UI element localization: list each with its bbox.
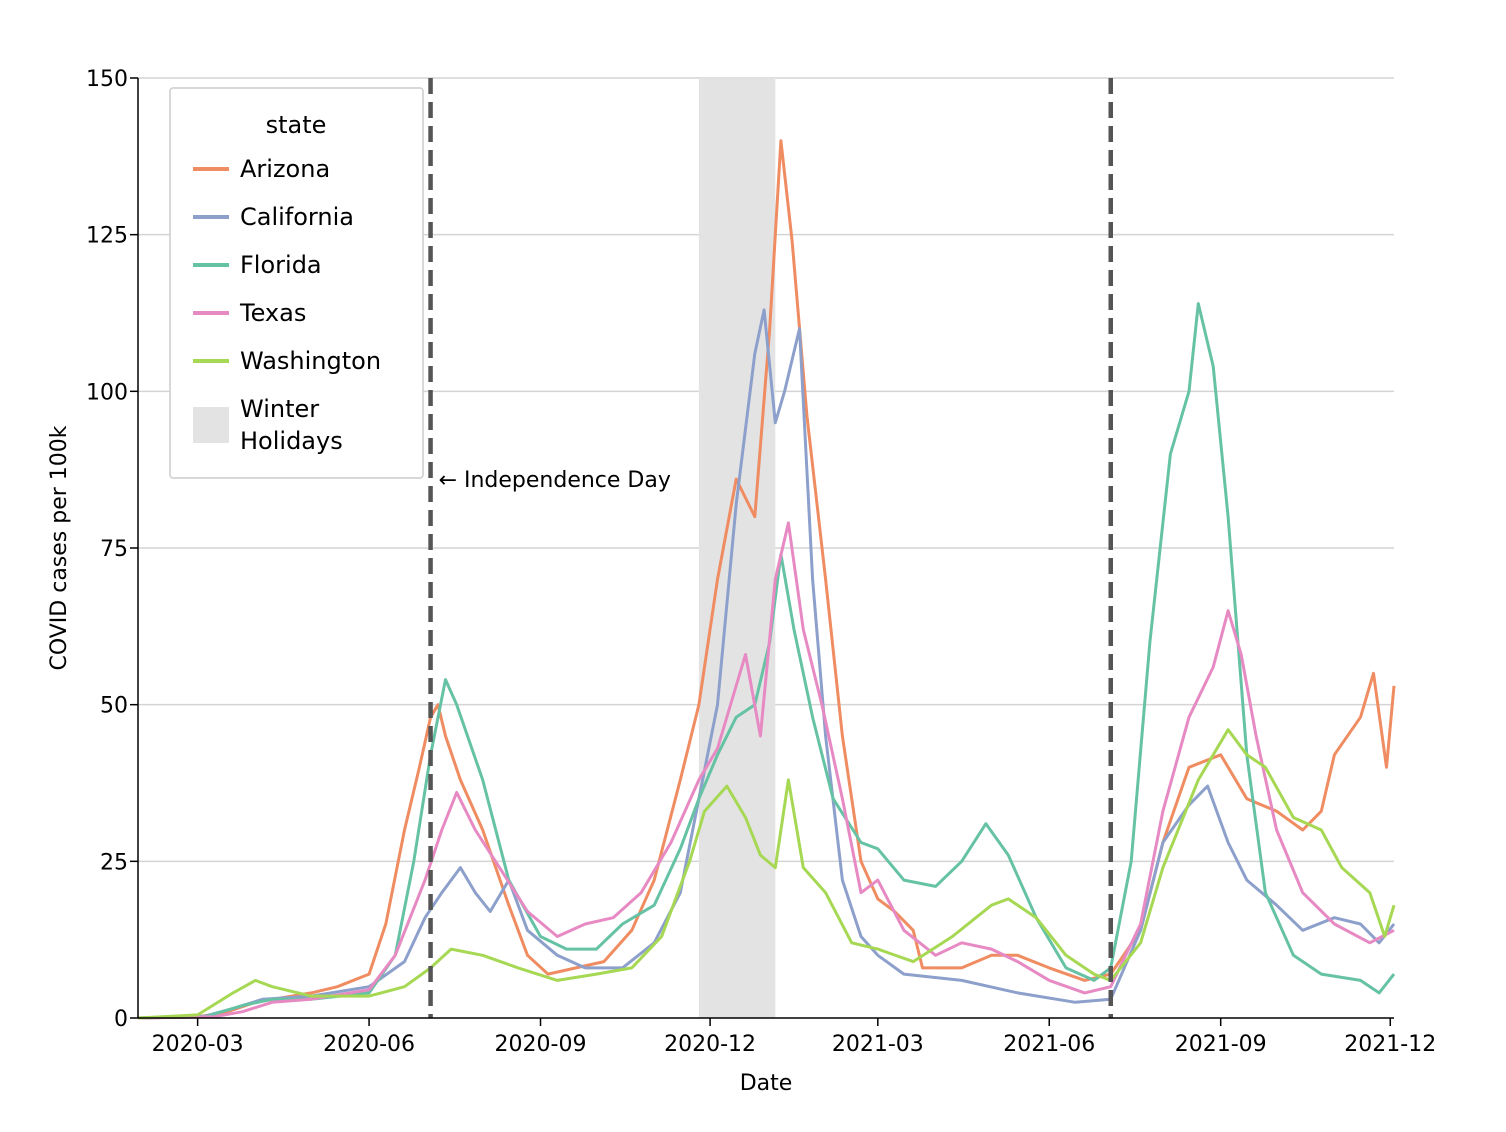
- series-line-texas: [137, 521, 1395, 1020]
- axes: 0 25 50 75 100 125 150 2020-03 2020-06 2020-09 202…: [86, 67, 1436, 1057]
- reference-lines: [428, 78, 1113, 1018]
- series-line-california: [137, 308, 1396, 1020]
- legend-label: Texas: [239, 299, 306, 327]
- legend-item-winter-holidays: Winter Holidays: [193, 395, 343, 455]
- x-tick-label: 2020-09: [495, 1032, 587, 1057]
- y-tick-label: 25: [100, 850, 128, 875]
- legend-label: Florida: [240, 251, 322, 279]
- x-tick-label: 2021-06: [1003, 1032, 1095, 1057]
- x-tick-label: 2021-12: [1344, 1032, 1436, 1057]
- legend-label: Washington: [240, 347, 381, 375]
- y-tick-label: 75: [100, 537, 128, 562]
- legend-label: Holidays: [240, 427, 343, 455]
- x-tick-label: 2020-06: [323, 1032, 415, 1057]
- series-line-florida: [137, 302, 1396, 1020]
- legend-box: [169, 87, 424, 479]
- series-lines: [137, 139, 1396, 1020]
- x-tick-label: 2021-09: [1175, 1032, 1267, 1057]
- legend: state Arizona California Florida Texas Washi…: [169, 87, 424, 479]
- legend-item-texas: Texas: [193, 299, 306, 327]
- legend-label: Arizona: [240, 155, 330, 183]
- independence-day-annotation: ← Independence Day: [439, 468, 671, 493]
- legend-label: Winter: [240, 395, 319, 423]
- y-tick-label: 0: [114, 1007, 128, 1032]
- y-tick-label: 50: [100, 694, 128, 719]
- legend-item-california: California: [193, 203, 354, 231]
- x-axis-title: Date: [740, 1071, 793, 1096]
- legend-item-washington: Washington: [193, 347, 381, 375]
- y-axis-title: COVID cases per 100k: [47, 425, 72, 670]
- series-line-arizona: [137, 139, 1396, 1020]
- x-tick-label: 2020-03: [152, 1032, 244, 1057]
- legend-items: Arizona California Florida Texas Washington W…: [193, 155, 381, 455]
- legend-item-florida: Florida: [193, 251, 322, 279]
- legend-label: California: [240, 203, 354, 231]
- series-line-washington: [137, 728, 1396, 1020]
- legend-title: state: [266, 111, 327, 139]
- x-tick-label: 2021-03: [832, 1032, 924, 1057]
- y-tick-label: 125: [86, 224, 128, 249]
- y-tick-label: 150: [86, 67, 128, 92]
- legend-item-arizona: Arizona: [193, 155, 330, 183]
- legend-swatch: [193, 407, 229, 443]
- winter-holidays-span: [698, 78, 776, 1018]
- x-tick-label: 2020-12: [664, 1032, 756, 1057]
- y-tick-label: 100: [86, 380, 128, 405]
